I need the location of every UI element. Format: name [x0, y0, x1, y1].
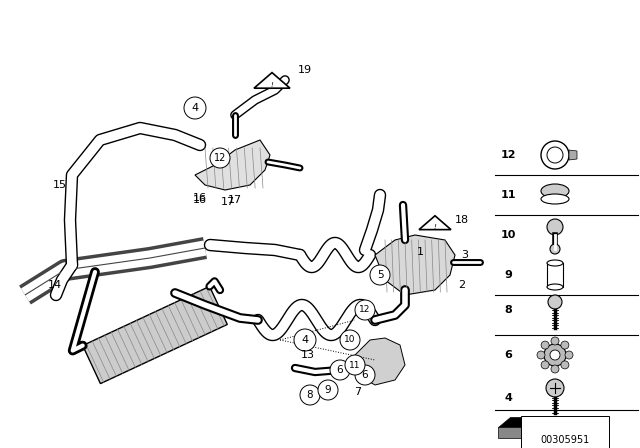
Text: 5: 5	[377, 270, 383, 280]
Polygon shape	[569, 150, 577, 160]
Circle shape	[370, 265, 390, 285]
Circle shape	[546, 379, 564, 397]
Text: 6: 6	[504, 350, 512, 360]
Circle shape	[541, 341, 549, 349]
Polygon shape	[83, 286, 227, 383]
Text: 18: 18	[455, 215, 469, 225]
Circle shape	[561, 341, 569, 349]
Ellipse shape	[541, 194, 569, 204]
Circle shape	[550, 244, 560, 254]
Circle shape	[551, 365, 559, 373]
Text: 19: 19	[298, 65, 312, 75]
Polygon shape	[419, 216, 451, 230]
Polygon shape	[355, 338, 405, 385]
Circle shape	[547, 219, 563, 235]
Text: 8: 8	[307, 390, 314, 400]
Circle shape	[294, 329, 316, 351]
Text: 9: 9	[504, 270, 512, 280]
Circle shape	[565, 351, 573, 359]
Circle shape	[550, 350, 560, 360]
Circle shape	[318, 380, 338, 400]
Text: 17: 17	[221, 197, 235, 207]
Circle shape	[184, 97, 206, 119]
Text: 16: 16	[193, 195, 207, 205]
Text: 4: 4	[301, 335, 308, 345]
Circle shape	[537, 351, 545, 359]
Circle shape	[355, 300, 375, 320]
Polygon shape	[498, 427, 560, 438]
Circle shape	[210, 148, 230, 168]
Circle shape	[541, 141, 569, 169]
Text: 1: 1	[417, 247, 424, 257]
FancyBboxPatch shape	[547, 263, 563, 287]
Text: 16: 16	[193, 193, 207, 203]
Text: 12: 12	[359, 306, 371, 314]
Circle shape	[561, 361, 569, 369]
Circle shape	[544, 344, 566, 366]
Text: 9: 9	[324, 385, 332, 395]
Text: 14: 14	[48, 280, 62, 290]
Circle shape	[551, 337, 559, 345]
Text: 11: 11	[500, 190, 516, 200]
Circle shape	[548, 295, 562, 309]
Text: 3: 3	[461, 250, 468, 260]
Polygon shape	[498, 417, 560, 427]
Polygon shape	[254, 73, 290, 88]
Text: 15: 15	[53, 180, 67, 190]
Circle shape	[345, 355, 365, 375]
Text: !: !	[271, 82, 273, 88]
Circle shape	[330, 360, 350, 380]
Polygon shape	[195, 140, 270, 190]
Text: 6: 6	[362, 370, 368, 380]
Ellipse shape	[547, 284, 563, 290]
Text: 17: 17	[228, 195, 242, 205]
Text: 8: 8	[504, 305, 512, 315]
Text: 4: 4	[191, 103, 198, 113]
Text: 2: 2	[458, 280, 465, 290]
Circle shape	[300, 385, 320, 405]
Text: !: !	[434, 224, 436, 230]
Polygon shape	[375, 235, 455, 295]
Text: 7: 7	[355, 387, 362, 397]
Ellipse shape	[541, 184, 569, 198]
Text: 11: 11	[349, 361, 361, 370]
Circle shape	[340, 330, 360, 350]
Circle shape	[547, 147, 563, 163]
Text: 4: 4	[504, 393, 512, 403]
Text: 10: 10	[500, 230, 516, 240]
Text: 10: 10	[344, 336, 356, 345]
Text: 12: 12	[500, 150, 516, 160]
Text: 12: 12	[214, 153, 226, 163]
Text: 6: 6	[337, 365, 343, 375]
Circle shape	[541, 361, 549, 369]
Ellipse shape	[547, 260, 563, 266]
Circle shape	[355, 365, 375, 385]
Text: 00305951: 00305951	[540, 435, 589, 445]
Text: 13: 13	[301, 350, 315, 360]
